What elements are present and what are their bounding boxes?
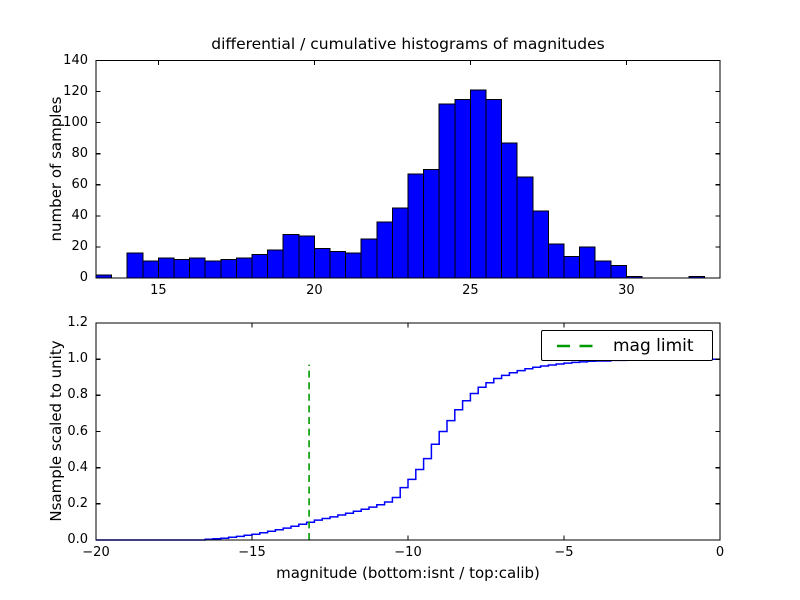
histogram-bar <box>423 168 440 279</box>
top-x-tick-label: 25 <box>462 283 479 298</box>
bottom-y-tick-label: 0.2 <box>67 495 88 511</box>
bottom-y-tick-label: 0.4 <box>67 459 88 475</box>
dashed-line-sample-icon <box>557 344 593 347</box>
histogram-bar <box>516 176 534 279</box>
histogram-bar <box>547 243 565 279</box>
histogram-bar <box>313 247 331 279</box>
legend-mag-limit: mag limit <box>541 330 713 361</box>
bottom-x-tick-label: 0 <box>715 545 725 560</box>
histogram-bar <box>329 251 347 279</box>
histogram-bar <box>469 89 487 279</box>
top-y-tick-label: 40 <box>71 207 88 223</box>
histogram-bar <box>594 260 612 279</box>
histogram-bar <box>438 103 456 279</box>
histogram-bar <box>235 257 253 279</box>
bottom-y-tick-label: 1.2 <box>67 315 88 330</box>
histogram-bar <box>532 210 549 279</box>
cumulative-step-curve <box>96 358 720 541</box>
histogram-bar <box>501 142 518 279</box>
histogram-bar <box>579 246 596 279</box>
histogram-bar <box>157 257 175 279</box>
bottom-x-tick-label: −5 <box>554 545 574 560</box>
bottom-y-tick-label: 0.8 <box>67 387 88 403</box>
histogram-bar <box>126 252 144 279</box>
histogram-bar <box>298 235 315 279</box>
top-y-tick-label: 60 <box>71 176 88 192</box>
histogram-bar <box>282 234 300 279</box>
histogram-bar <box>485 98 503 279</box>
histogram-bar <box>407 173 425 279</box>
legend-label: mag limit <box>613 335 694 356</box>
histogram-bar <box>454 98 471 279</box>
bottom-y-tick-label: 1.0 <box>67 351 88 367</box>
bottom-y-tick-label: 0.0 <box>67 532 88 547</box>
bottom-x-tick-label: −15 <box>238 545 266 560</box>
histogram-bar <box>391 207 409 279</box>
histogram-bar <box>376 221 393 279</box>
top-y-tick-label: 140 <box>63 52 88 68</box>
bottom-x-tick-label: −20 <box>82 545 110 560</box>
histogram-bar <box>563 255 581 279</box>
bottom-y-tick-label: 0.6 <box>67 423 88 439</box>
top-y-tick-label: 20 <box>71 238 88 254</box>
bottom-x-tick-label: −10 <box>394 545 422 560</box>
bottom-chart-xlabel: magnitude (bottom:isnt / top:calib) <box>276 564 540 582</box>
histogram-bar <box>360 238 378 279</box>
top-x-tick-label: 30 <box>618 283 635 298</box>
histogram-bar <box>189 257 206 279</box>
histogram-bar <box>220 258 237 279</box>
histogram-bar <box>204 260 222 279</box>
top-y-tick-label: 80 <box>71 145 88 161</box>
chart-title: differential / cumulative histograms of … <box>211 35 605 53</box>
top-x-tick-label: 20 <box>306 283 323 298</box>
top-y-tick-label: 120 <box>63 83 88 99</box>
top-x-tick-label: 15 <box>150 283 167 298</box>
histogram-bar <box>267 249 284 279</box>
histogram-bar <box>345 252 362 279</box>
top-y-tick-label: 0 <box>79 270 88 285</box>
histogram-bar <box>173 258 191 279</box>
histogram-bar <box>610 265 627 279</box>
top-y-tick-label: 100 <box>63 114 88 130</box>
histogram-bar <box>142 260 159 279</box>
histogram-bar <box>251 254 269 279</box>
